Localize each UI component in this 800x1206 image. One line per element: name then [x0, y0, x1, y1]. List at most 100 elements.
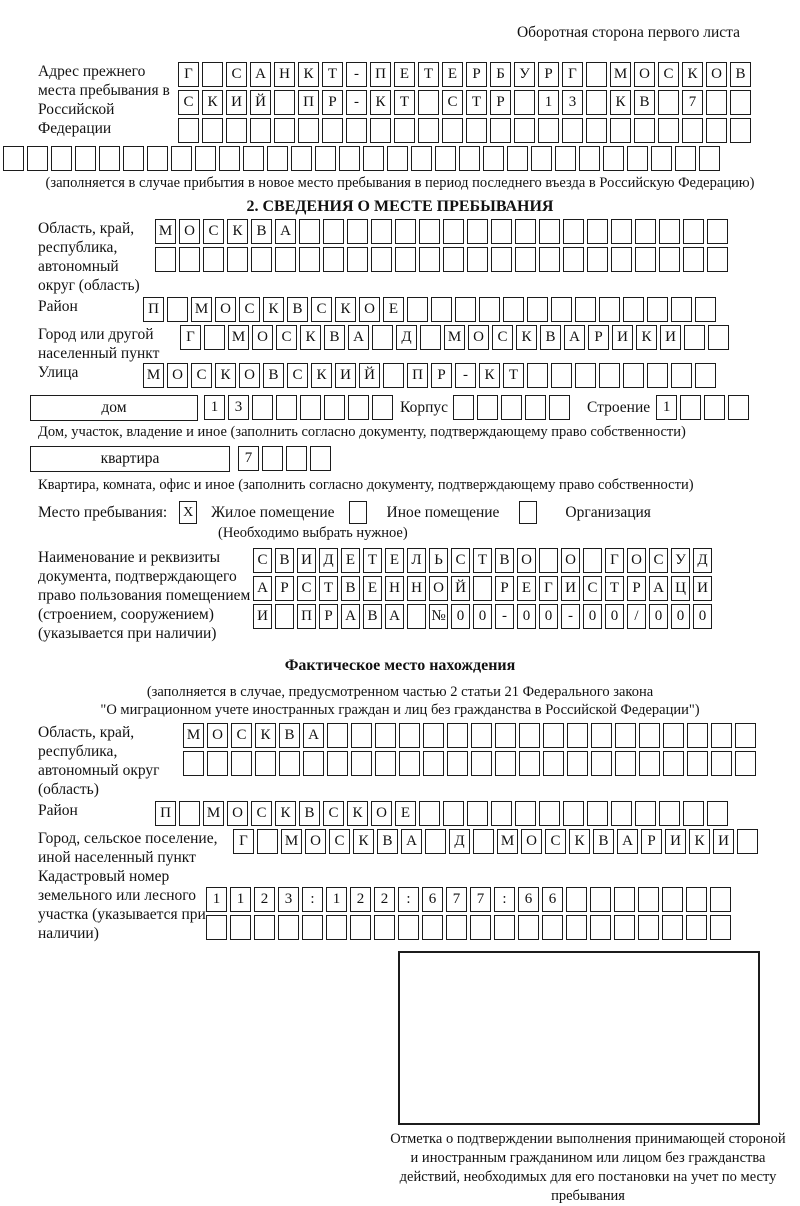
- char-cell[interactable]: Д: [396, 325, 417, 350]
- char-cell[interactable]: 6: [422, 887, 443, 912]
- char-cell[interactable]: О: [517, 548, 536, 573]
- char-cell[interactable]: [279, 751, 300, 776]
- char-cell[interactable]: Р: [641, 829, 662, 854]
- char-cell[interactable]: С: [583, 576, 602, 601]
- char-cell[interactable]: [614, 887, 635, 912]
- char-cell[interactable]: [525, 395, 546, 420]
- char-cell[interactable]: [274, 90, 295, 115]
- char-cell[interactable]: [466, 118, 487, 143]
- char-cell[interactable]: 1: [204, 395, 225, 420]
- char-cell[interactable]: [663, 751, 684, 776]
- char-cell[interactable]: [711, 751, 732, 776]
- char-cell[interactable]: [627, 146, 648, 171]
- char-cell[interactable]: [407, 297, 428, 322]
- char-cell[interactable]: 2: [374, 887, 395, 912]
- char-cell[interactable]: Д: [319, 548, 338, 573]
- char-cell[interactable]: Е: [363, 576, 382, 601]
- char-cell[interactable]: [75, 146, 96, 171]
- char-cell[interactable]: П: [407, 363, 428, 388]
- char-cell[interactable]: [483, 146, 504, 171]
- char-cell[interactable]: [299, 247, 320, 272]
- char-cell[interactable]: В: [341, 576, 360, 601]
- char-cell[interactable]: [411, 146, 432, 171]
- char-cell[interactable]: [291, 146, 312, 171]
- stay-type-checkbox-org[interactable]: [519, 501, 538, 524]
- char-cell[interactable]: [563, 247, 584, 272]
- char-cell[interactable]: -: [561, 604, 580, 629]
- char-cell[interactable]: [658, 90, 679, 115]
- char-cell[interactable]: [399, 751, 420, 776]
- char-cell[interactable]: 7: [682, 90, 703, 115]
- char-cell[interactable]: Т: [473, 548, 492, 573]
- char-cell[interactable]: [395, 219, 416, 244]
- char-cell[interactable]: Р: [431, 363, 452, 388]
- char-cell[interactable]: [711, 723, 732, 748]
- char-cell[interactable]: И: [253, 604, 272, 629]
- char-cell[interactable]: Н: [407, 576, 426, 601]
- char-cell[interactable]: [298, 118, 319, 143]
- char-cell[interactable]: [710, 915, 731, 940]
- char-cell[interactable]: [374, 915, 395, 940]
- char-cell[interactable]: С: [239, 297, 260, 322]
- char-cell[interactable]: [728, 395, 750, 420]
- char-cell[interactable]: №: [429, 604, 448, 629]
- char-cell[interactable]: Б: [490, 62, 511, 87]
- char-cell[interactable]: [327, 723, 348, 748]
- char-cell[interactable]: К: [335, 297, 356, 322]
- char-cell[interactable]: [467, 247, 488, 272]
- char-cell[interactable]: В: [730, 62, 751, 87]
- char-cell[interactable]: [171, 146, 192, 171]
- char-cell[interactable]: [707, 247, 728, 272]
- char-cell[interactable]: А: [617, 829, 638, 854]
- char-cell[interactable]: [226, 118, 247, 143]
- char-cell[interactable]: Н: [385, 576, 404, 601]
- char-cell[interactable]: Т: [503, 363, 524, 388]
- char-cell[interactable]: 1: [326, 887, 347, 912]
- char-cell[interactable]: [51, 146, 72, 171]
- stay-type-checkbox-inoe[interactable]: [348, 501, 367, 524]
- char-cell[interactable]: В: [279, 723, 300, 748]
- char-cell[interactable]: [350, 915, 371, 940]
- char-cell[interactable]: [323, 219, 344, 244]
- char-cell[interactable]: К: [347, 801, 368, 826]
- char-cell[interactable]: :: [302, 887, 323, 912]
- char-cell[interactable]: [274, 118, 295, 143]
- char-cell[interactable]: В: [275, 548, 294, 573]
- char-cell[interactable]: Е: [395, 801, 416, 826]
- char-cell[interactable]: [375, 751, 396, 776]
- char-cell[interactable]: [372, 325, 393, 350]
- char-cell[interactable]: 7: [446, 887, 467, 912]
- char-cell[interactable]: [459, 146, 480, 171]
- char-cell[interactable]: С: [297, 576, 316, 601]
- char-cell[interactable]: К: [353, 829, 374, 854]
- char-cell[interactable]: [549, 395, 570, 420]
- char-cell[interactable]: К: [370, 90, 391, 115]
- char-cell[interactable]: [419, 247, 440, 272]
- char-cell[interactable]: [603, 146, 624, 171]
- char-cell[interactable]: 3: [562, 90, 583, 115]
- char-cell[interactable]: Е: [517, 576, 536, 601]
- char-cell[interactable]: Т: [363, 548, 382, 573]
- char-cell[interactable]: [423, 751, 444, 776]
- char-cell[interactable]: 0: [539, 604, 558, 629]
- char-cell[interactable]: [737, 829, 758, 854]
- char-cell[interactable]: [467, 219, 488, 244]
- char-cell[interactable]: [575, 297, 596, 322]
- char-cell[interactable]: [515, 219, 536, 244]
- char-cell[interactable]: [567, 751, 588, 776]
- char-cell[interactable]: [635, 801, 656, 826]
- char-cell[interactable]: [351, 751, 372, 776]
- char-cell[interactable]: [683, 801, 704, 826]
- char-cell[interactable]: -: [495, 604, 514, 629]
- char-cell[interactable]: С: [178, 90, 199, 115]
- char-cell[interactable]: [599, 363, 620, 388]
- char-cell[interactable]: [519, 723, 540, 748]
- char-cell[interactable]: [682, 118, 703, 143]
- char-cell[interactable]: [518, 915, 539, 940]
- char-cell[interactable]: 6: [518, 887, 539, 912]
- char-cell[interactable]: А: [250, 62, 271, 87]
- char-cell[interactable]: М: [610, 62, 631, 87]
- char-cell[interactable]: [615, 723, 636, 748]
- char-cell[interactable]: [219, 146, 240, 171]
- char-cell[interactable]: Т: [394, 90, 415, 115]
